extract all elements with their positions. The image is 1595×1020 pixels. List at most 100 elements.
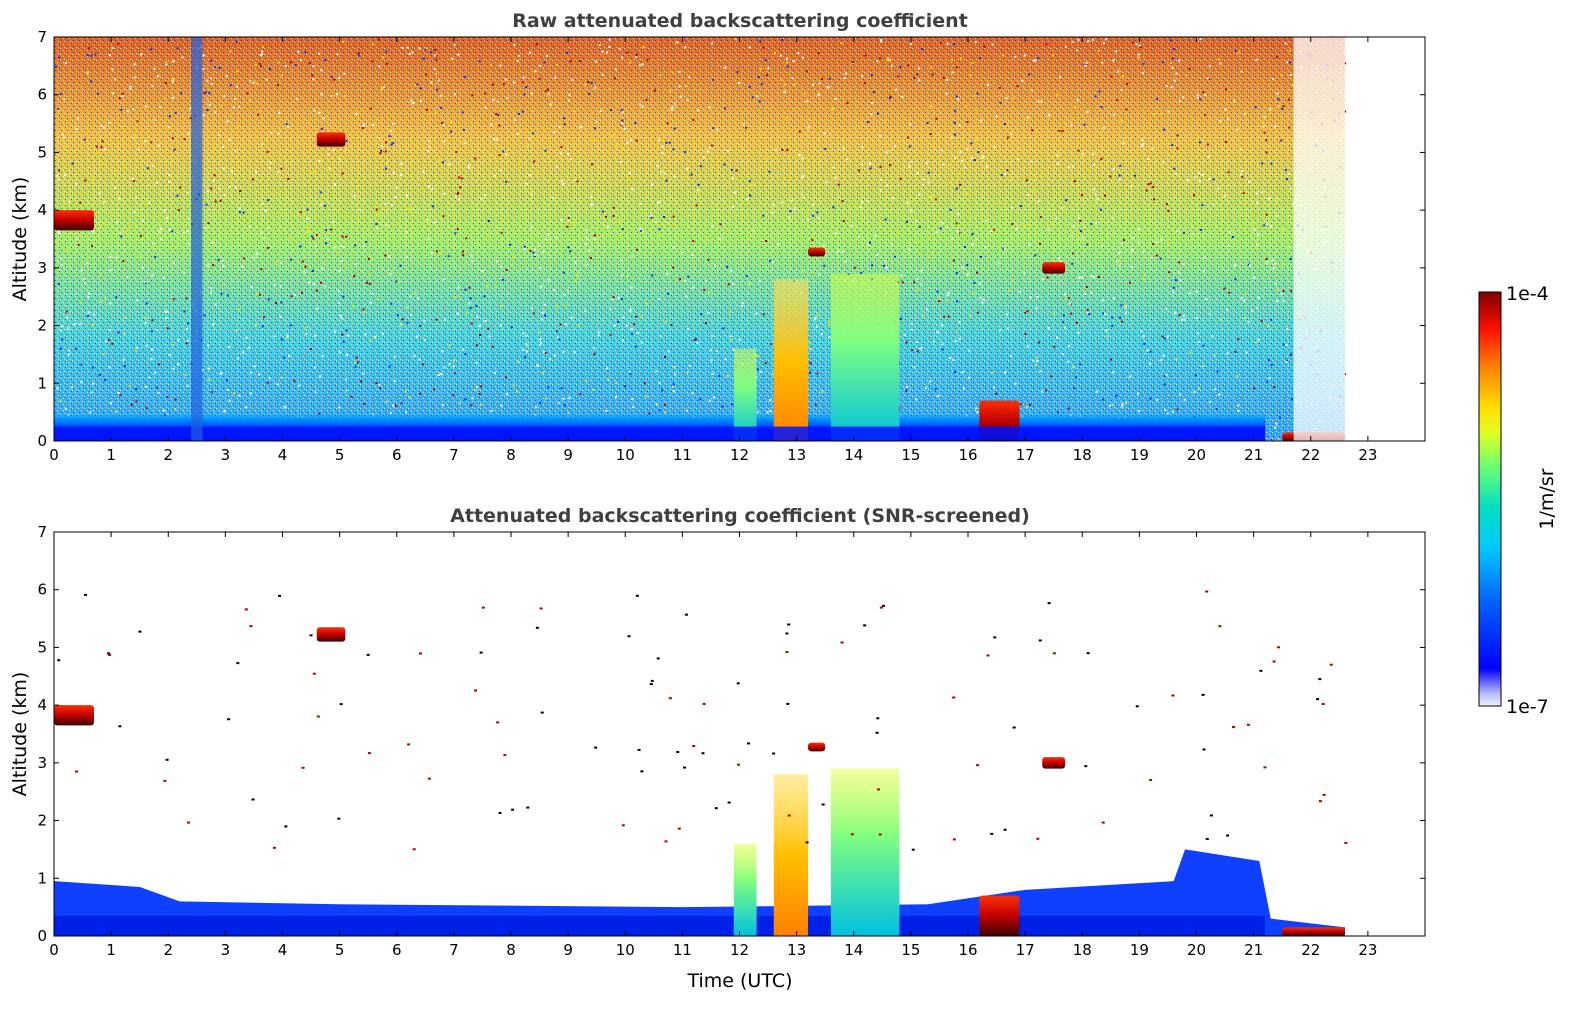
speckle <box>942 77 945 80</box>
speckle <box>64 407 67 410</box>
speckle <box>448 163 451 166</box>
speckle <box>471 259 474 262</box>
speckle <box>95 152 98 155</box>
speckle <box>294 64 297 67</box>
speckle <box>91 245 94 248</box>
speckle <box>1048 114 1051 117</box>
speckle <box>257 113 260 116</box>
speckle <box>781 201 784 204</box>
x-tick-label: 11 <box>673 941 692 959</box>
speckle <box>256 252 259 255</box>
speckle <box>1241 175 1244 178</box>
speckle <box>880 38 883 41</box>
speckle <box>90 80 93 83</box>
speckle <box>1034 254 1037 257</box>
speckle <box>308 62 311 65</box>
speckle <box>474 388 477 391</box>
speckle <box>1282 290 1285 293</box>
cloud-fragment <box>1086 652 1090 655</box>
speckle <box>969 74 972 77</box>
speckle <box>788 176 791 179</box>
speckle <box>283 406 286 409</box>
speckle <box>609 333 612 336</box>
speckle <box>562 350 565 353</box>
speckle <box>109 268 112 271</box>
speckle <box>767 67 770 70</box>
speckle <box>80 363 83 366</box>
speckle <box>1009 354 1012 357</box>
speckle <box>340 245 343 248</box>
speckle <box>533 255 536 258</box>
speckle <box>825 181 828 184</box>
speckle <box>165 317 168 320</box>
speckle <box>954 133 957 136</box>
speckle <box>1119 259 1122 262</box>
speckle <box>260 65 263 68</box>
speckle <box>828 336 831 339</box>
speckle <box>828 320 831 323</box>
speckle <box>174 408 177 411</box>
speckle <box>589 257 592 260</box>
speckle <box>187 322 190 325</box>
speckle <box>112 92 115 95</box>
speckle <box>1097 49 1100 52</box>
speckle <box>891 197 894 200</box>
speckle <box>1104 313 1107 316</box>
speckle <box>228 186 231 189</box>
speckle <box>442 278 445 281</box>
speckle <box>455 150 458 153</box>
speckle <box>99 273 102 276</box>
x-tick-label: 10 <box>616 446 635 464</box>
speckle <box>672 215 675 218</box>
speckle <box>561 179 564 182</box>
speckle <box>262 316 265 319</box>
speckle <box>1052 250 1055 253</box>
speckle <box>980 119 983 122</box>
cloud-fragment <box>649 683 653 686</box>
x-tick-label: 14 <box>844 446 863 464</box>
speckle <box>726 265 729 268</box>
speckle <box>730 338 733 341</box>
speckle <box>1182 96 1185 99</box>
speckle <box>993 228 996 231</box>
speckle <box>545 54 548 57</box>
speckle <box>318 52 321 55</box>
speckle <box>141 219 144 222</box>
speckle <box>393 355 396 358</box>
speckle <box>1218 393 1221 396</box>
speckle <box>451 57 454 60</box>
speckle <box>480 385 483 388</box>
speckle <box>564 304 567 307</box>
speckle <box>241 351 244 354</box>
speckle <box>692 240 695 243</box>
speckle <box>468 286 471 289</box>
speckle <box>895 88 898 91</box>
speckle <box>926 308 929 311</box>
cloud <box>316 132 346 147</box>
speckle <box>454 372 457 375</box>
speckle <box>201 368 204 371</box>
speckle <box>888 58 891 61</box>
speckle <box>806 219 809 222</box>
cloud-fragment <box>785 651 789 654</box>
speckle <box>626 142 629 145</box>
speckle <box>117 331 120 334</box>
speckle <box>914 220 917 223</box>
speckle <box>1344 62 1347 65</box>
speckle <box>641 230 644 233</box>
speckle <box>903 333 906 336</box>
y-tick-label: 7 <box>37 523 47 541</box>
speckle <box>226 294 229 297</box>
speckle <box>521 348 524 351</box>
speckle <box>411 51 414 54</box>
cloud-fragment <box>526 806 530 809</box>
speckle <box>427 139 430 142</box>
speckle <box>1188 67 1191 70</box>
speckle <box>93 313 96 316</box>
speckle <box>593 139 596 142</box>
speckle <box>757 354 760 357</box>
speckle <box>324 204 327 207</box>
speckle <box>353 305 356 308</box>
speckle <box>1205 297 1208 300</box>
speckle <box>228 399 231 402</box>
